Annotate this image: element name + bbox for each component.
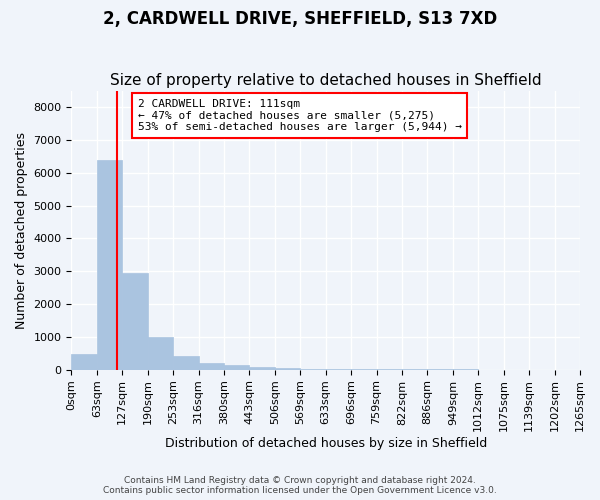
Bar [351,369,377,370]
Bar [173,356,199,370]
Bar [250,367,275,370]
Bar [97,160,122,370]
Text: Contains HM Land Registry data © Crown copyright and database right 2024.
Contai: Contains HM Land Registry data © Crown c… [103,476,497,495]
Bar [199,363,224,370]
Bar [326,369,351,370]
Bar [300,368,326,370]
Bar [275,368,300,370]
Text: 2 CARDWELL DRIVE: 111sqm
← 47% of detached houses are smaller (5,275)
53% of sem: 2 CARDWELL DRIVE: 111sqm ← 47% of detach… [137,99,461,132]
Text: 2, CARDWELL DRIVE, SHEFFIELD, S13 7XD: 2, CARDWELL DRIVE, SHEFFIELD, S13 7XD [103,10,497,28]
Bar [122,274,148,370]
Bar [224,366,250,370]
Bar [71,354,97,370]
Bar [148,337,173,370]
Y-axis label: Number of detached properties: Number of detached properties [15,132,28,328]
Title: Size of property relative to detached houses in Sheffield: Size of property relative to detached ho… [110,73,542,88]
X-axis label: Distribution of detached houses by size in Sheffield: Distribution of detached houses by size … [164,437,487,450]
